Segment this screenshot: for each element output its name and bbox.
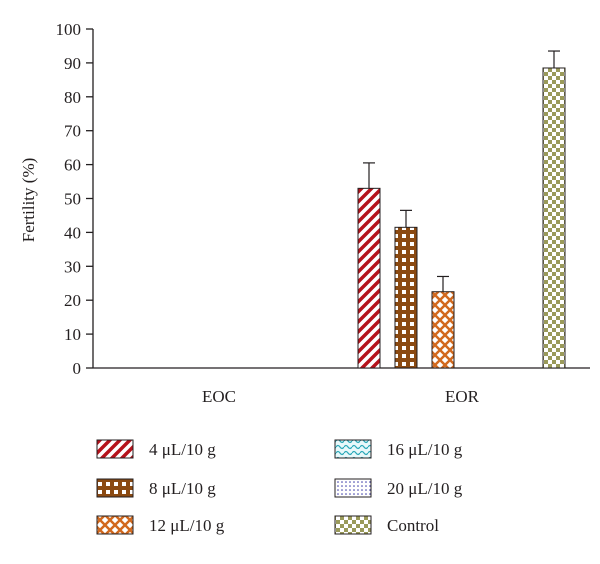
y-tick-label: 0 bbox=[73, 359, 82, 378]
y-tick-label: 60 bbox=[64, 156, 81, 175]
legend-label: 16 μL/10 g bbox=[387, 440, 463, 459]
x-axis-ticks: EOC EOR bbox=[202, 387, 480, 406]
legend-swatch bbox=[334, 515, 372, 535]
y-tick-label: 100 bbox=[56, 20, 82, 39]
legend-swatch bbox=[96, 478, 134, 498]
bars bbox=[357, 50, 566, 369]
x-category-label: EOC bbox=[202, 387, 236, 406]
bar bbox=[431, 291, 455, 369]
y-tick-label: 40 bbox=[64, 223, 81, 242]
legend-label: 20 μL/10 g bbox=[387, 479, 463, 498]
y-axis-label: Fertility (%) bbox=[19, 158, 38, 243]
x-category-label: EOR bbox=[445, 387, 480, 406]
legend-label: 12 μL/10 g bbox=[149, 516, 225, 535]
bar bbox=[357, 187, 381, 369]
legend-swatch bbox=[96, 439, 134, 459]
legend-label: Control bbox=[387, 516, 439, 535]
legend-label: 8 μL/10 g bbox=[149, 479, 216, 498]
legend-swatch bbox=[96, 515, 134, 535]
legend-label: 4 μL/10 g bbox=[149, 440, 216, 459]
bar bbox=[394, 226, 418, 369]
y-tick-label: 50 bbox=[64, 190, 81, 209]
y-tick-label: 20 bbox=[64, 291, 81, 310]
axes bbox=[92, 29, 590, 369]
y-tick-label: 90 bbox=[64, 54, 81, 73]
y-tick-label: 10 bbox=[64, 325, 81, 344]
bar bbox=[542, 67, 566, 369]
legend: 4 μL/10 g 8 μL/10 g 12 μL/10 g 16 μL/10 g 20… bbox=[96, 439, 463, 535]
y-axis-ticks: 0 10 20 30 40 50 60 70 80 90 100 bbox=[56, 20, 93, 378]
legend-swatch bbox=[334, 478, 372, 498]
y-tick-label: 70 bbox=[64, 122, 81, 141]
legend-swatch bbox=[334, 439, 372, 459]
y-tick-label: 30 bbox=[64, 257, 81, 276]
y-tick-label: 80 bbox=[64, 88, 81, 107]
